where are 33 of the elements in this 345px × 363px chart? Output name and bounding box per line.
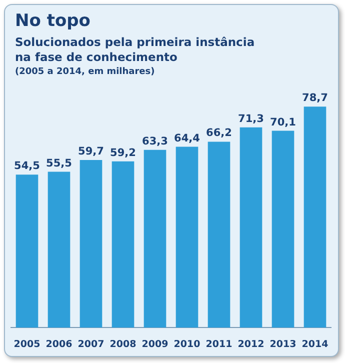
data-label: 78,7 bbox=[302, 92, 328, 104]
bar bbox=[80, 160, 102, 328]
chart-title: No topo bbox=[15, 11, 90, 31]
bar bbox=[144, 150, 166, 328]
x-tick-label: 2012 bbox=[238, 338, 264, 350]
x-tick-label: 2009 bbox=[142, 338, 168, 350]
data-label: 54,5 bbox=[14, 160, 40, 172]
data-label: 71,3 bbox=[238, 112, 264, 125]
x-tick-label: 2007 bbox=[78, 338, 104, 350]
x-tick-label: 2011 bbox=[206, 338, 232, 350]
bar bbox=[208, 142, 230, 328]
data-label: 63,3 bbox=[142, 135, 168, 148]
x-tick-label: 2008 bbox=[110, 338, 137, 350]
x-tick-label: 2014 bbox=[302, 338, 329, 350]
data-label: 59,7 bbox=[78, 145, 104, 158]
data-label: 55,5 bbox=[46, 157, 72, 170]
x-tick-label: 2006 bbox=[46, 338, 73, 350]
data-label: 66,2 bbox=[206, 127, 232, 140]
bar bbox=[176, 146, 198, 328]
data-label: 64,4 bbox=[174, 132, 200, 144]
data-label: 70,1 bbox=[270, 116, 296, 128]
data-label: 59,2 bbox=[110, 146, 136, 159]
chart-subtitle: Solucionados pela primeira instância na fase de conhecimento bbox=[15, 35, 255, 65]
x-tick-label: 2010 bbox=[174, 338, 201, 350]
text: (2005 a 2014, em milhares) bbox=[15, 67, 155, 77]
x-tick-label: 2013 bbox=[270, 338, 296, 350]
bar bbox=[16, 174, 38, 328]
bar bbox=[48, 172, 70, 328]
bar bbox=[304, 106, 326, 328]
bar bbox=[240, 127, 262, 328]
x-tick-label: 2005 bbox=[14, 338, 40, 350]
bar bbox=[112, 161, 134, 328]
bar bbox=[272, 130, 294, 328]
